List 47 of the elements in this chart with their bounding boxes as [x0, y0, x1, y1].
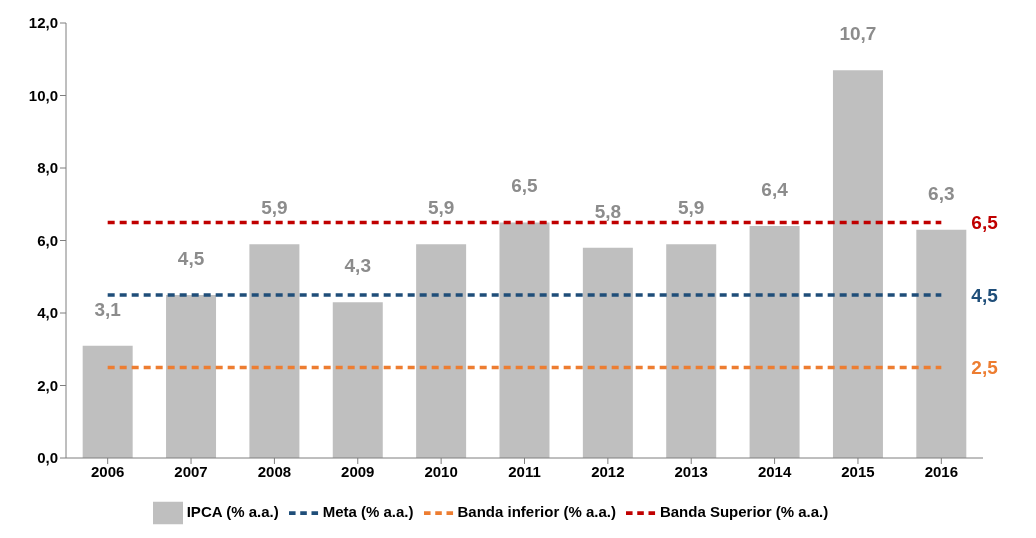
bar [249, 244, 300, 458]
data-label: 5,9 [427, 197, 455, 219]
data-label: 4,5 [177, 247, 205, 269]
data-label: 3,1 [94, 298, 122, 320]
bar [832, 70, 883, 458]
x-tick-label: 2014 [757, 462, 792, 480]
y-tick-label: 10,0 [28, 86, 58, 104]
legend-label: IPCA (% a.a.) [186, 502, 279, 520]
legend-label: Banda Superior (% a.a.) [659, 502, 829, 520]
y-tick-label: 12,0 [28, 14, 58, 32]
y-tick-label: 4,0 [37, 304, 58, 322]
x-tick-label: 2008 [257, 462, 292, 480]
data-label: 6,3 [928, 182, 955, 204]
bar [166, 294, 217, 458]
x-tick-label: 2007 [174, 462, 208, 480]
data-label: 5,9 [678, 197, 705, 219]
bar [582, 247, 633, 458]
bar [332, 302, 383, 458]
y-tick-label: 6,0 [37, 231, 58, 249]
x-tick-label: 2016 [924, 462, 959, 480]
data-label: 5,8 [594, 200, 622, 222]
x-tick-label: 2012 [591, 462, 625, 480]
data-label: 6,5 [971, 212, 999, 234]
bar [416, 244, 467, 458]
legend-label: Banda inferior (% a.a.) [457, 502, 616, 520]
x-tick-label: 2010 [424, 462, 458, 480]
x-tick-label: 2006 [90, 462, 125, 480]
data-label: 10,7 [839, 23, 877, 45]
data-label: 4,3 [344, 255, 371, 277]
x-tick-label: 2009 [341, 462, 375, 480]
data-label: 2,5 [971, 357, 999, 379]
bar [666, 244, 717, 458]
bar [499, 222, 550, 458]
bar [916, 229, 967, 458]
data-label: 5,9 [261, 197, 288, 219]
x-tick-label: 2015 [841, 462, 875, 480]
legend-label: Meta (% a.a.) [322, 502, 414, 520]
x-tick-label: 2013 [674, 462, 708, 480]
y-tick-label: 0,0 [37, 449, 58, 467]
x-tick-label: 2011 [508, 462, 541, 480]
data-label: 6,4 [761, 179, 789, 200]
data-label: 6,5 [511, 175, 539, 197]
bar [82, 345, 133, 458]
data-label: 4,5 [971, 284, 999, 306]
bar [749, 226, 800, 458]
y-tick-label: 2,0 [37, 376, 58, 394]
y-tick-label: 8,0 [37, 159, 58, 177]
